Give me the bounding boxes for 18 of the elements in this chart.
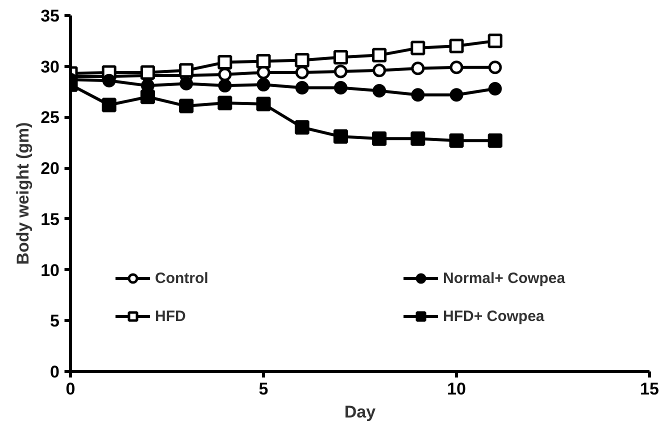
x-tick-label: 10 [447,380,466,398]
x-axis-title: Day [344,402,376,422]
x-tick-label: 0 [66,380,76,398]
legend-label: Normal+ Cowpea [443,270,566,286]
y-tick-label: 15 [40,210,60,229]
y-tick-label: 10 [40,260,60,280]
legend-label: HFD+ Cowpea [443,308,546,324]
x-tick-label: 5 [258,380,268,398]
y-tick-label: 5 [50,312,60,331]
legend-label: Control [155,270,210,286]
y-tick-label: 35 [40,6,60,26]
x-tick-label: 15 [640,380,659,398]
y-axis-title: Body weight (gm) [14,122,33,265]
y-tick-label: 0 [50,362,60,382]
y-tick-label: 25 [40,108,60,128]
y-tick-label: 20 [40,159,60,178]
legend-label: HFD [155,308,187,324]
y-tick-label: 30 [40,57,60,76]
